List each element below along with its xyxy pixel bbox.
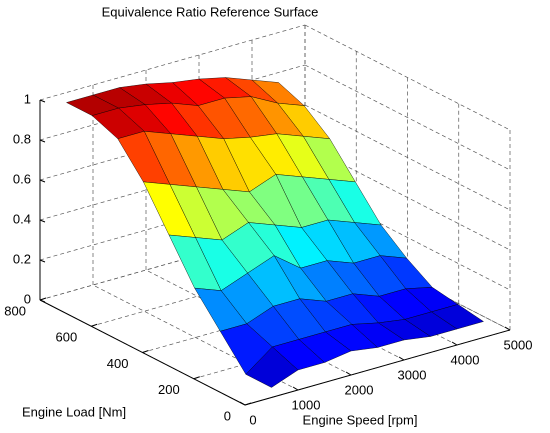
chart-title: Equivalence Ratio Reference Surface <box>102 4 319 19</box>
grid-line <box>39 184 306 261</box>
grid-line <box>39 24 306 101</box>
z-tick <box>39 139 46 143</box>
y-tick-label: 800 <box>4 303 26 318</box>
x-axis-label: Engine Speed [rpm] <box>303 412 418 427</box>
z-tick-label: 0.2 <box>13 251 31 266</box>
x-tick <box>345 371 352 376</box>
x-axis <box>244 329 511 406</box>
y-tick <box>244 402 252 406</box>
y-tick <box>193 376 200 380</box>
grid-line <box>39 64 306 141</box>
grid-line <box>39 104 306 181</box>
grid-line <box>193 303 459 380</box>
z-tick-label: 0.4 <box>13 211 31 226</box>
y-tick <box>39 297 47 301</box>
x-tick <box>292 386 299 391</box>
grid-line <box>91 250 357 327</box>
x-tick-label: 2000 <box>345 382 374 397</box>
x-tick <box>239 401 246 406</box>
y-tick-label: 600 <box>56 330 78 345</box>
grid-line <box>39 224 306 301</box>
y-tick <box>91 323 98 327</box>
x-tick-label: 0 <box>249 412 256 427</box>
x-tick-label: 4000 <box>451 352 480 367</box>
x-tick <box>504 326 511 331</box>
x-tick-label: 5000 <box>504 337 533 352</box>
y-tick-label: 0 <box>224 408 231 423</box>
z-tick <box>39 259 46 263</box>
z-tick <box>39 99 46 103</box>
y-tick <box>142 350 149 353</box>
x-tick-label: 1000 <box>292 397 321 412</box>
z-tick <box>39 179 46 183</box>
x-tick <box>451 341 458 346</box>
z-tick <box>39 219 46 223</box>
x-tick-label: 3000 <box>398 367 427 382</box>
z-tick-label: 0.6 <box>13 171 31 186</box>
y-tick-label: 200 <box>158 382 180 397</box>
grid-line <box>142 277 408 353</box>
grid-line <box>304 64 511 171</box>
surface-patch <box>245 346 299 388</box>
z-tick-label: 0 <box>24 291 31 306</box>
z-tick-label: 1 <box>24 91 31 106</box>
y-tick-label: 400 <box>107 356 129 371</box>
z-tick <box>39 299 46 303</box>
y-axis-label: Engine Load [Nm] <box>22 404 126 419</box>
z-tick-label: 0.8 <box>13 131 31 146</box>
x-tick <box>398 356 405 361</box>
grid-line <box>39 144 306 221</box>
